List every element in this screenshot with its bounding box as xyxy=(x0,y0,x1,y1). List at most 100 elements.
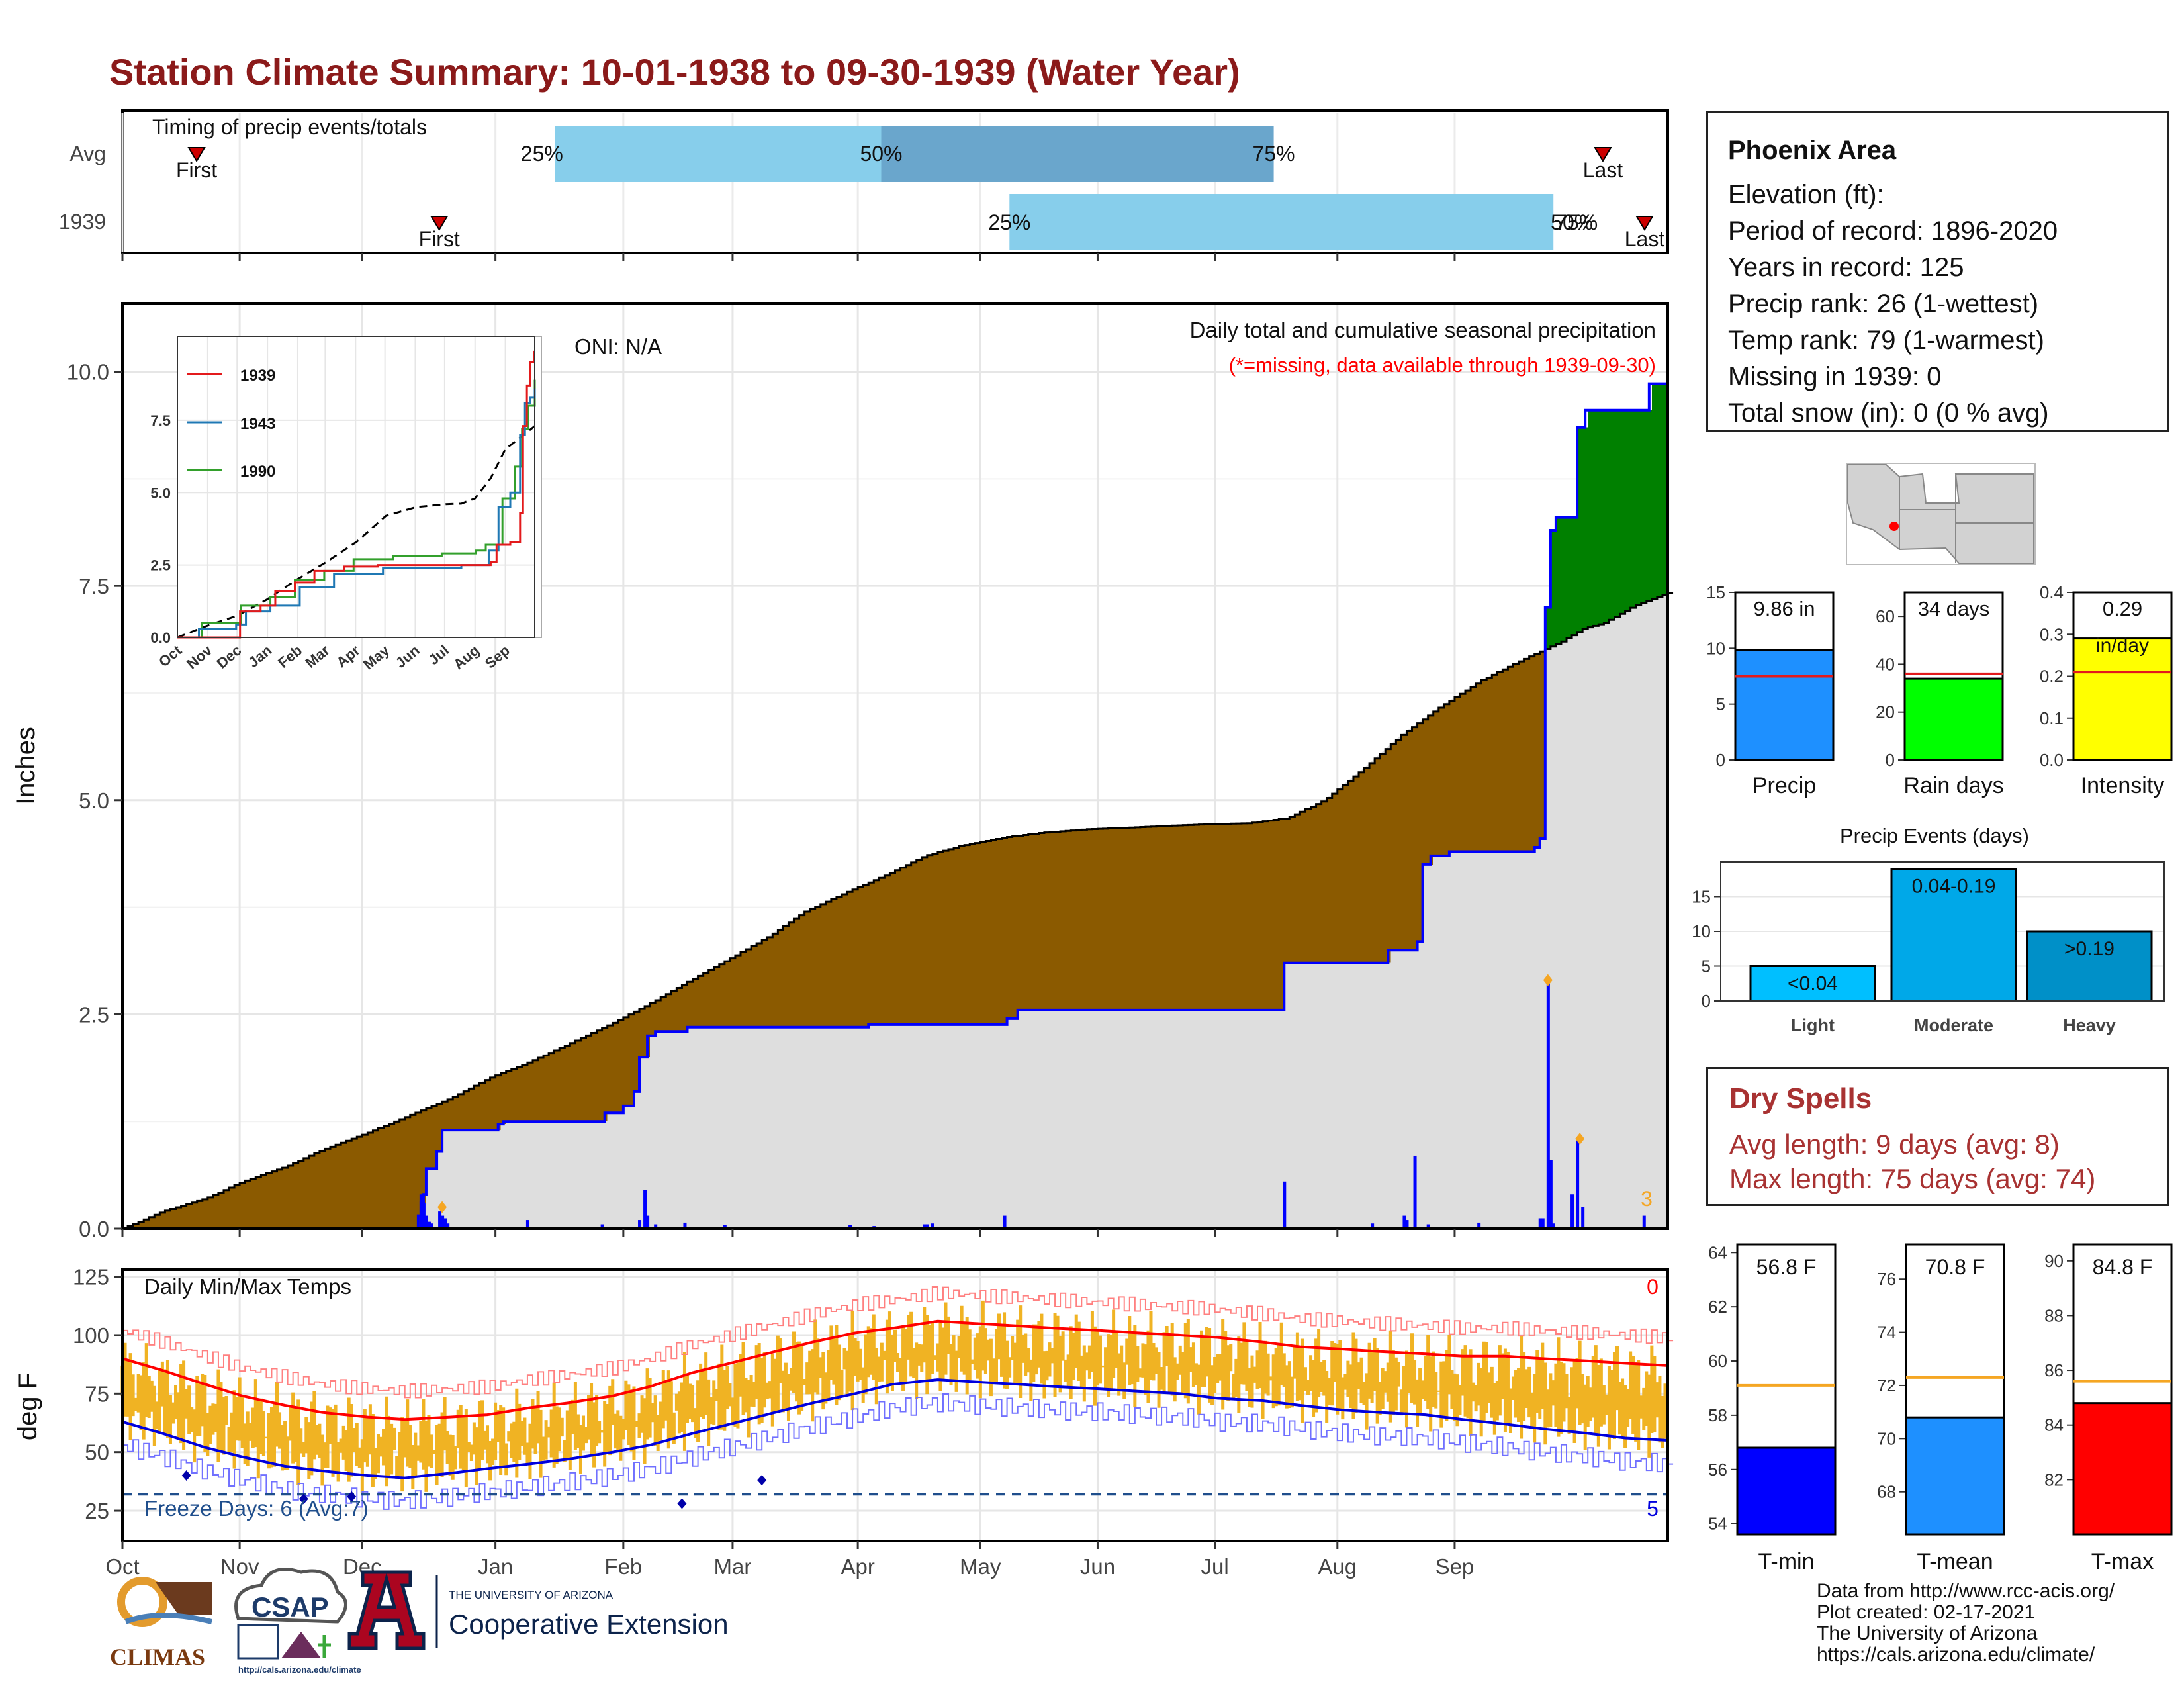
tstat-0-ytick-label-2: 58 xyxy=(1708,1405,1727,1425)
y1939-last-marker xyxy=(1635,216,1654,231)
stat-2-unit: in/day xyxy=(2096,635,2149,657)
stat-2-ytick-label-3: 0.3 xyxy=(2040,624,2064,644)
university-logo: THE UNIVERSITY OF ARIZONA Cooperative Ex… xyxy=(347,1570,729,1650)
temp-ytick-label-3: 100 xyxy=(73,1323,109,1348)
y1939-p25-label: 25% xyxy=(988,211,1030,234)
tstat-2-ytick-label-4: 90 xyxy=(2044,1251,2064,1271)
daily-precip-bar-7 xyxy=(443,1218,447,1229)
temp-ytick-label-0: 25 xyxy=(85,1499,109,1523)
legend-label-1943: 1943 xyxy=(240,415,275,433)
tstat-2-label: T-max xyxy=(2091,1549,2154,1574)
events-ytick-label-0: 0 xyxy=(1702,991,1711,1011)
y1939-p50-label: 50% xyxy=(1551,211,1593,234)
freeze-days-label: Freeze Days: 6 (Avg:7) xyxy=(144,1496,369,1521)
daily-precip-bar-11 xyxy=(638,1220,642,1229)
flag-count: 3 xyxy=(1641,1187,1653,1211)
daily-precip-bar-1 xyxy=(422,1203,426,1229)
climas-wave-icon xyxy=(124,1613,212,1624)
inset-ytick-label-3: 7.5 xyxy=(150,412,171,429)
precip-y-axis-label: Inches xyxy=(11,727,40,805)
temp-ytick-label-4: 125 xyxy=(73,1265,109,1289)
oni-label: ONI: N/A xyxy=(574,334,662,359)
inset-plot-frame xyxy=(177,336,535,638)
flagged-day-marker-1 xyxy=(1543,974,1553,986)
freeze-day-marker-2 xyxy=(347,1491,357,1502)
dry-spells-box: Dry Spells Avg length: 9 days (avg: 8) M… xyxy=(1706,1067,2169,1206)
timing-row-1939: 1939 xyxy=(59,210,106,234)
climas-mesa-icon xyxy=(156,1582,212,1615)
daily-precip-bar-13 xyxy=(646,1215,650,1229)
daily-precip-bar-31 xyxy=(1538,1218,1542,1229)
flagged-day-marker-2 xyxy=(1575,1133,1585,1145)
tstat-2-ytick-label-1: 84 xyxy=(2044,1415,2064,1435)
events-ytick-label-3: 15 xyxy=(1692,887,1711,907)
month-label-4: Feb xyxy=(604,1554,642,1579)
csap-wordmark: CSAP xyxy=(251,1591,329,1622)
daily-precip-bar-30 xyxy=(1477,1222,1481,1229)
precip-y-axis: 0.0 2.5 5.0 7.5 10.0 xyxy=(67,360,1456,1241)
elevation-line: Elevation (ft): xyxy=(1728,180,1884,209)
cooperative-extension-wordmark: Cooperative Extension xyxy=(449,1609,729,1640)
temp-content xyxy=(120,1286,1674,1510)
missing-note: (*=missing, data available through 1939-… xyxy=(1229,353,1656,377)
stat-2-ytick-label-1: 0.1 xyxy=(2040,708,2064,728)
month-label-0: Oct xyxy=(105,1554,139,1579)
daily-precip-bar-16 xyxy=(723,1225,727,1229)
event-bin-heavy: >0.19 xyxy=(2064,938,2115,960)
daily-precip-bar-25 xyxy=(1371,1223,1375,1229)
credit-institution: The University of Arizona xyxy=(1817,1622,2038,1644)
daily-precip-bar-2 xyxy=(424,1215,428,1229)
daily-precip-bar-8 xyxy=(446,1223,450,1229)
temp-ytick-label-1: 50 xyxy=(85,1440,109,1465)
tstat-1-ytick-label-0: 68 xyxy=(1877,1482,1896,1502)
month-label-1: Nov xyxy=(220,1554,259,1579)
tstat-2-ytick-label-0: 82 xyxy=(2044,1470,2064,1489)
record-high-count: 0 xyxy=(1647,1275,1659,1299)
stat-1-ytick-label-3: 60 xyxy=(1876,606,1895,626)
precip-rank-line: Precip rank: 26 (1-wettest) xyxy=(1728,289,2039,318)
daily-precip-bar-24 xyxy=(1283,1181,1287,1229)
credit-data-source: Data from http://www.rcc-acis.org/ xyxy=(1817,1580,2115,1602)
timing-label: Timing of precip events/totals xyxy=(152,115,427,139)
event-bar-moderate xyxy=(1890,868,2017,1002)
csap-url: http://cals.arizona.edu/climate xyxy=(238,1665,361,1675)
precip-ytick-label-1: 2.5 xyxy=(79,1002,109,1027)
tstat-1-label: T-mean xyxy=(1917,1549,1993,1574)
missing-line: Missing in 1939: 0 xyxy=(1728,362,1942,391)
actual-cumulative-line xyxy=(122,382,1668,1230)
state-borders xyxy=(1899,474,2034,563)
month-label-7: May xyxy=(960,1554,1001,1579)
daily-precip-bar-26 xyxy=(1402,1215,1406,1229)
temp-frame xyxy=(121,1268,1669,1542)
years-line: Years in record: 125 xyxy=(1728,253,1964,282)
timing-row-avg: Avg xyxy=(69,142,106,165)
tstat-0-ytick-label-3: 60 xyxy=(1708,1351,1727,1371)
tstat-2-ytick-label-3: 88 xyxy=(2044,1305,2064,1325)
tstat-2-ytick-label-2: 86 xyxy=(2044,1360,2064,1380)
event-bin-light: <0.04 xyxy=(1788,973,1838,995)
stat-0-label: Precip xyxy=(1752,773,1816,798)
inset-normal-line xyxy=(177,425,535,639)
temp-stat-charts: 54 56 58 60 62 64 56.8 F T-min 68 70 72 74 76 70.8 F T… xyxy=(1708,1243,2173,1574)
events-ytick-label-1: 5 xyxy=(1702,957,1711,976)
y1939-p75-label: 75% xyxy=(1555,211,1598,234)
stat-0-ytick-label-3: 15 xyxy=(1706,583,1725,602)
avg-p50-label: 50% xyxy=(860,142,902,165)
credits-block: Data from http://www.rcc-acis.org/ Plot … xyxy=(1817,1581,2115,1665)
precip-ytick-label-0: 0.0 xyxy=(79,1217,109,1241)
daily-precip-bar-38 xyxy=(1581,1207,1585,1229)
university-name: THE UNIVERSITY OF ARIZONA xyxy=(449,1589,614,1601)
daily-precip-bar-22 xyxy=(931,1223,934,1229)
event-bin-moderate: 0.04-0.19 xyxy=(1912,876,1996,898)
precip-panel: 0.0 2.5 5.0 7.5 10.0 Inches ONI: N/A Daily t… xyxy=(11,302,1674,1241)
surplus-area xyxy=(1545,383,1668,649)
avg-last-marker xyxy=(1594,147,1612,162)
tstat-0-label: T-min xyxy=(1758,1549,1815,1574)
avg-p25-label: 25% xyxy=(521,142,563,165)
stat-1-ytick-label-1: 20 xyxy=(1876,702,1895,722)
avg-50-75-bar xyxy=(881,126,1274,182)
temp-y-axis-label: deg F xyxy=(13,1373,42,1440)
